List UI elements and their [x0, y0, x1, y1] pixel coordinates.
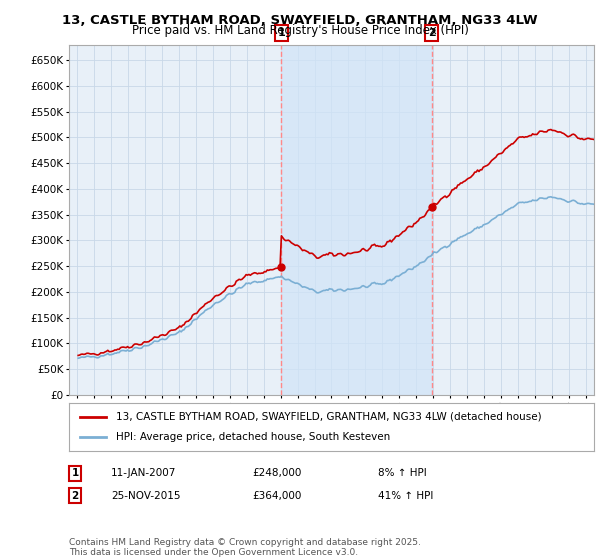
Text: 41% ↑ HPI: 41% ↑ HPI [378, 491, 433, 501]
Bar [281, 45, 432, 395]
Text: 13, CASTLE BYTHAM ROAD, SWAYFIELD, GRANTHAM, NG33 4LW (detached house): 13, CASTLE BYTHAM ROAD, SWAYFIELD, GRANT… [116, 412, 542, 422]
Text: 1: 1 [71, 468, 79, 478]
Text: Contains HM Land Registry data © Crown copyright and database right 2025.
This d: Contains HM Land Registry data © Crown c… [69, 538, 421, 557]
Text: 1: 1 [277, 28, 285, 38]
Text: HPI: Average price, detached house, South Kesteven: HPI: Average price, detached house, Sout… [116, 432, 391, 442]
Text: 25-NOV-2015: 25-NOV-2015 [111, 491, 181, 501]
Text: 2: 2 [71, 491, 79, 501]
Text: 2: 2 [428, 28, 436, 38]
Text: 8% ↑ HPI: 8% ↑ HPI [378, 468, 427, 478]
Text: £248,000: £248,000 [252, 468, 301, 478]
Text: £364,000: £364,000 [252, 491, 301, 501]
Text: 11-JAN-2007: 11-JAN-2007 [111, 468, 176, 478]
Text: 13, CASTLE BYTHAM ROAD, SWAYFIELD, GRANTHAM, NG33 4LW: 13, CASTLE BYTHAM ROAD, SWAYFIELD, GRANT… [62, 14, 538, 27]
Text: Price paid vs. HM Land Registry's House Price Index (HPI): Price paid vs. HM Land Registry's House … [131, 24, 469, 36]
